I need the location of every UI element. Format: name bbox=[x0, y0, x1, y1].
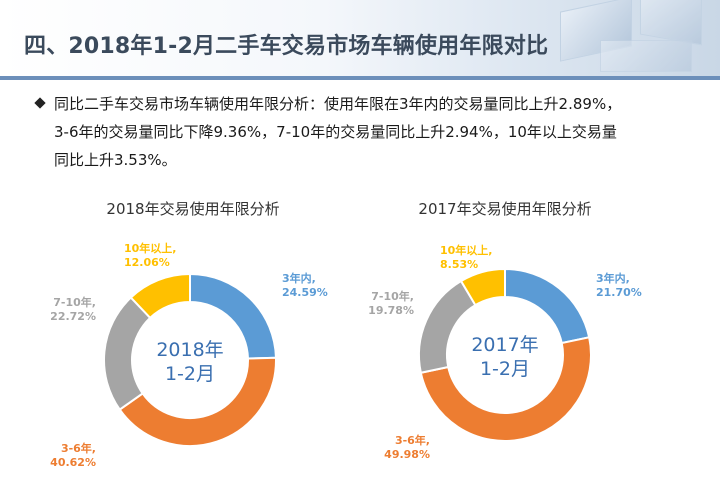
chart-title-2018: 2018年交易使用年限分析 bbox=[106, 200, 280, 218]
donut-center-label: 2017年 bbox=[471, 334, 538, 356]
chart-title-2017: 2017年交易使用年限分析 bbox=[418, 200, 592, 218]
analysis-line: 同比上升3.53%。 bbox=[54, 151, 177, 169]
data-label-category: 3年内, bbox=[596, 271, 630, 285]
slice-7-to-10-years bbox=[418, 279, 477, 374]
slide-title: 四、2018年1-2月二手车交易市场车辆使用年限对比 bbox=[24, 34, 549, 59]
data-label: 3-6年, 49.98% bbox=[384, 433, 430, 461]
data-label: 7-10年, 19.78% bbox=[368, 289, 414, 317]
donut-center-label: 1-2月 bbox=[480, 358, 530, 380]
data-label-value: 22.72% bbox=[50, 310, 96, 323]
decor-cube bbox=[600, 40, 692, 72]
slice-over-10-years bbox=[459, 267, 506, 307]
data-label-value: 24.59% bbox=[282, 286, 328, 299]
donut-center-label: 1-2月 bbox=[165, 363, 215, 385]
slice-within-3-years bbox=[504, 267, 591, 345]
slice-over-10-years bbox=[129, 272, 191, 320]
data-label: 10年以上, 8.53% bbox=[440, 243, 493, 271]
decor-cube bbox=[640, 0, 702, 46]
data-label-value: 12.06% bbox=[124, 256, 170, 269]
analysis-line: 同比二手车交易市场车辆使用年限分析：使用年限在3年内的交易量同比上升2.89%， bbox=[54, 95, 622, 113]
diamond-bullet-icon bbox=[34, 97, 46, 109]
data-label: 3年内, 21.70% bbox=[596, 271, 642, 299]
donut-center-label: 2018年 bbox=[156, 339, 223, 361]
data-label-category: 3-6年, bbox=[61, 441, 96, 455]
data-label-value: 40.62% bbox=[50, 456, 96, 469]
data-label-category: 7-10年, bbox=[371, 289, 414, 303]
data-label-value: 21.70% bbox=[596, 286, 642, 299]
data-label: 7-10年, 22.72% bbox=[50, 295, 96, 323]
analysis-line: 3-6年的交易量同比下降9.36%，7-10年的交易量同比上升2.94%，10年… bbox=[54, 123, 617, 141]
slice-3-to-6-years bbox=[419, 336, 592, 442]
data-label-category: 3-6年, bbox=[395, 433, 430, 447]
analysis-text: 同比二手车交易市场车辆使用年限分析：使用年限在3年内的交易量同比上升2.89%，… bbox=[54, 90, 684, 174]
data-label-category: 10年以上, bbox=[440, 243, 493, 257]
slice-3-to-6-years bbox=[118, 356, 277, 447]
data-label-value: 19.78% bbox=[368, 304, 414, 317]
data-label-category: 10年以上, bbox=[124, 241, 177, 255]
data-label: 3-6年, 40.62% bbox=[50, 441, 96, 469]
data-label: 10年以上, 12.06% bbox=[124, 241, 177, 269]
data-label-category: 7-10年, bbox=[53, 295, 96, 309]
slide-header: 四、2018年1-2月二手车交易市场车辆使用年限对比 bbox=[0, 0, 720, 76]
donut-chart-2018: 2018年1-2月 3年内, 24.59% 3-6年, 40.62% 7-10年, 22.7… bbox=[50, 241, 328, 469]
data-label: 3年内, 24.59% bbox=[282, 271, 328, 299]
header-divider bbox=[0, 76, 720, 80]
data-label-category: 3年内, bbox=[282, 271, 316, 285]
slice-7-to-10-years bbox=[103, 296, 152, 411]
data-label-value: 49.98% bbox=[384, 448, 430, 461]
data-label-value: 8.53% bbox=[440, 258, 478, 271]
